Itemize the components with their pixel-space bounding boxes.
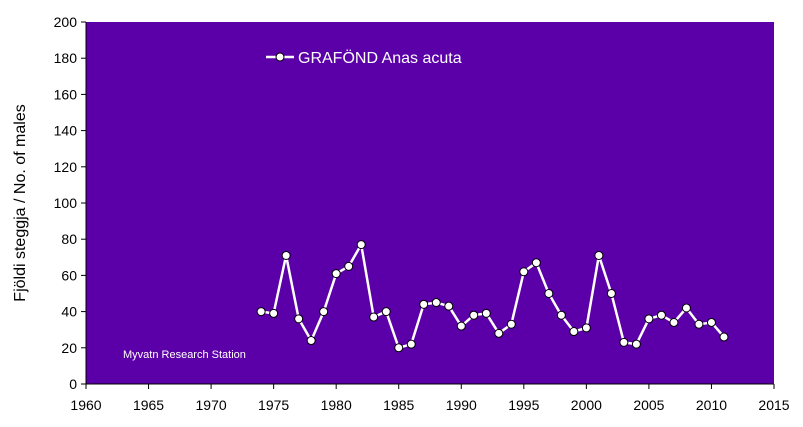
data-point [506, 319, 516, 329]
x-tick-label: 2005 [633, 397, 664, 413]
x-tick-label: 2010 [696, 397, 727, 413]
y-tick-label: 20 [61, 340, 77, 356]
data-point [706, 317, 716, 327]
legend-label: GRAFÖND Anas acuta [298, 49, 462, 67]
x-tick-label: 1970 [196, 397, 227, 413]
data-point [619, 337, 629, 347]
data-point [431, 298, 441, 308]
y-tick-label: 80 [61, 231, 77, 247]
data-point [294, 314, 304, 324]
data-point [581, 323, 591, 333]
data-point [681, 303, 691, 313]
data-point [319, 307, 329, 317]
data-point [644, 314, 654, 324]
data-point [444, 301, 454, 311]
x-axis-ticks: 1960 1965 1970 1975 1980 1985 1990 1995 2000 2005… [70, 384, 790, 413]
y-tick-label: 160 [54, 86, 78, 102]
data-point [356, 240, 366, 250]
data-point [419, 299, 429, 309]
data-point [569, 327, 579, 337]
x-tick-label: 2015 [758, 397, 789, 413]
y-tick-label: 100 [54, 195, 78, 211]
data-point [331, 269, 341, 279]
data-point [406, 339, 416, 349]
data-point [556, 310, 566, 320]
series-layer [256, 240, 729, 353]
y-tick-label: 0 [69, 376, 77, 392]
legend-marker [275, 52, 285, 62]
data-point [656, 310, 666, 320]
data-point [381, 307, 391, 317]
y-tick-label: 40 [61, 304, 77, 320]
data-point [519, 267, 529, 277]
data-point [256, 307, 266, 317]
y-axis-ticks: 0 20 40 60 80 100 120 140 160 180 200 [54, 14, 86, 392]
data-point [456, 321, 466, 331]
y-tick-label: 180 [54, 50, 78, 66]
plot-area [86, 22, 774, 384]
data-point [531, 258, 541, 268]
data-point [369, 312, 379, 322]
data-point [494, 328, 504, 338]
data-point [306, 336, 316, 346]
data-point [469, 310, 479, 320]
legend: GRAFÖND Anas acuta [266, 49, 462, 67]
x-tick-label: 1960 [70, 397, 101, 413]
x-tick-label: 1980 [321, 397, 352, 413]
x-tick-label: 1995 [508, 397, 539, 413]
y-tick-label: 200 [54, 14, 78, 30]
y-tick-label: 60 [61, 267, 77, 283]
data-point [606, 289, 616, 298]
data-point [481, 308, 491, 318]
data-point [394, 343, 404, 353]
data-point [631, 339, 641, 349]
data-point [344, 261, 354, 271]
data-point [669, 317, 679, 327]
x-tick-label: 1990 [446, 397, 477, 413]
x-tick-label: 1985 [383, 397, 414, 413]
x-tick-label: 1965 [133, 397, 164, 413]
data-point [281, 250, 291, 260]
data-point [269, 308, 279, 318]
data-point [594, 250, 604, 260]
data-point [694, 319, 704, 329]
x-tick-label: 1975 [258, 397, 289, 413]
data-point [544, 289, 554, 298]
watermark-text: Myvatn Research Station [123, 349, 246, 361]
y-tick-label: 140 [54, 123, 78, 139]
x-tick-label: 2000 [571, 397, 602, 413]
y-axis-title: Fjöldi steggja / No. of males [12, 104, 29, 301]
data-point [719, 332, 729, 342]
y-tick-label: 120 [54, 159, 78, 175]
